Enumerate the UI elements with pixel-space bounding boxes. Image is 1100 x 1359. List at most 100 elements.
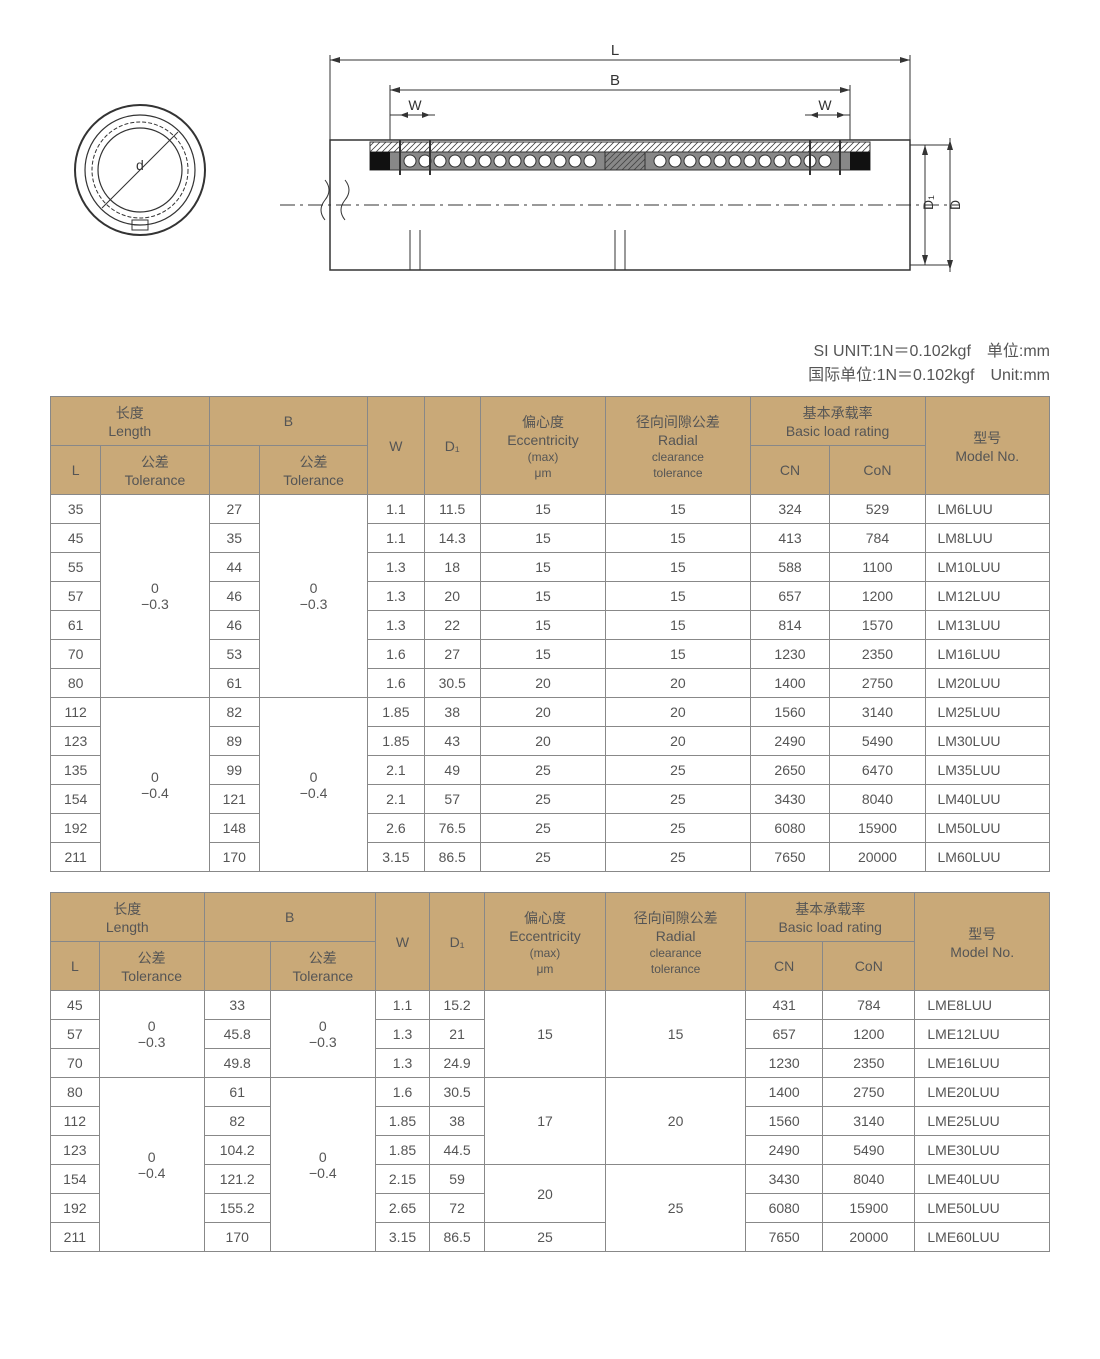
cell: 15 [480, 640, 605, 669]
cell: 1.3 [368, 553, 424, 582]
cell: 15 [606, 495, 751, 524]
cell: 25 [606, 1165, 746, 1252]
cell: 38 [430, 1107, 485, 1136]
cell: 15.2 [430, 991, 485, 1020]
d-label: d [136, 157, 144, 173]
cell: 24.9 [430, 1049, 485, 1078]
table-row: 800 −0.4610 −0.41.630.5172014002750LME20… [51, 1078, 1050, 1107]
cell: 170 [209, 843, 259, 872]
cell: 588 [750, 553, 830, 582]
cell: 20 [606, 1078, 746, 1165]
cell: 6080 [746, 1194, 823, 1223]
D1-label: D₁ [920, 195, 936, 210]
cell: 27 [424, 640, 480, 669]
cell: LM13LUU [925, 611, 1049, 640]
cell: 55 [51, 553, 101, 582]
cell: 30.5 [424, 669, 480, 698]
cell: 324 [750, 495, 830, 524]
cell: 121.2 [204, 1165, 270, 1194]
cell: 59 [430, 1165, 485, 1194]
cell: 49 [424, 756, 480, 785]
cell: 6080 [750, 814, 830, 843]
cell: 7650 [746, 1223, 823, 1252]
unit-line-1: SI UNIT:1N＝0.102kgf 单位:mm [813, 343, 1050, 360]
cell: LME8LUU [915, 991, 1050, 1020]
hdr-W: W [368, 397, 424, 495]
cell: 38 [424, 698, 480, 727]
cell: 784 [823, 991, 915, 1020]
cell: 20000 [830, 843, 925, 872]
cell: LM12LUU [925, 582, 1049, 611]
hdr-ecc: 偏心度Eccentricity (max)μm [480, 397, 605, 495]
cell: LME60LUU [915, 1223, 1050, 1252]
cell: 15 [480, 495, 605, 524]
cell: 1.3 [368, 582, 424, 611]
unit-line-2: 国际单位:1N＝0.102kgf Unit:mm [808, 367, 1050, 384]
hdr-CN: CN [750, 446, 830, 495]
cell: 45 [51, 524, 101, 553]
cell: 3140 [830, 698, 925, 727]
hdr-D1: D₁ [424, 397, 480, 495]
cell: 3430 [750, 785, 830, 814]
cell: 35 [209, 524, 259, 553]
cell: 413 [750, 524, 830, 553]
cell: 1.1 [368, 495, 424, 524]
cell: 80 [51, 1078, 100, 1107]
cell: 20 [484, 1165, 605, 1223]
cell: 15 [606, 991, 746, 1078]
cell: 0 −0.3 [259, 495, 367, 698]
cell: 14.3 [424, 524, 480, 553]
cell: 2490 [750, 727, 830, 756]
cell: 2.6 [368, 814, 424, 843]
cell: 27 [209, 495, 259, 524]
cell: 44.5 [430, 1136, 485, 1165]
cell: 44 [209, 553, 259, 582]
cell: 814 [750, 611, 830, 640]
cell: 86.5 [424, 843, 480, 872]
cell: 112 [51, 698, 101, 727]
cell: 1100 [830, 553, 925, 582]
diagram-row: d L B W W [50, 30, 1050, 310]
cell: LM35LUU [925, 756, 1049, 785]
cell: 0 −0.4 [270, 1078, 375, 1252]
cell: 89 [209, 727, 259, 756]
cell: 657 [746, 1020, 823, 1049]
cell: 45.8 [204, 1020, 270, 1049]
cell: 82 [204, 1107, 270, 1136]
cell: 8040 [823, 1165, 915, 1194]
cell: 0 −0.3 [101, 495, 209, 698]
cell: 20 [480, 727, 605, 756]
cell: LME20LUU [915, 1078, 1050, 1107]
cell: 45 [51, 991, 100, 1020]
cell: 1.6 [368, 669, 424, 698]
cell: 8040 [830, 785, 925, 814]
cell: 135 [51, 756, 101, 785]
cell: LME25LUU [915, 1107, 1050, 1136]
cell: LM40LUU [925, 785, 1049, 814]
cell: LM20LUU [925, 669, 1049, 698]
cell: 82 [209, 698, 259, 727]
cell: 80 [51, 669, 101, 698]
cell: 2.1 [368, 785, 424, 814]
cell: 15 [606, 611, 751, 640]
cell: 15 [480, 553, 605, 582]
cell: LM25LUU [925, 698, 1049, 727]
cell: 1400 [746, 1078, 823, 1107]
cell: 20 [480, 698, 605, 727]
cell: 1.6 [368, 640, 424, 669]
cell: 46 [209, 582, 259, 611]
hdr-Ltol: 公差Tolerance [101, 446, 209, 495]
cell: 70 [51, 1049, 100, 1078]
cell: 15 [606, 553, 751, 582]
cell: 70 [51, 640, 101, 669]
W-label-right: W [818, 97, 832, 113]
cell: 0 −0.3 [99, 991, 204, 1078]
cell: 25 [606, 785, 751, 814]
cell: 20 [424, 582, 480, 611]
cell: 72 [430, 1194, 485, 1223]
cell: LME30LUU [915, 1136, 1050, 1165]
hdr-model: 型号Model No. [925, 397, 1049, 495]
table-row: 1120 −0.4820 −0.41.8538202015603140LM25L… [51, 698, 1050, 727]
cell: 15900 [830, 814, 925, 843]
cell: 784 [830, 524, 925, 553]
